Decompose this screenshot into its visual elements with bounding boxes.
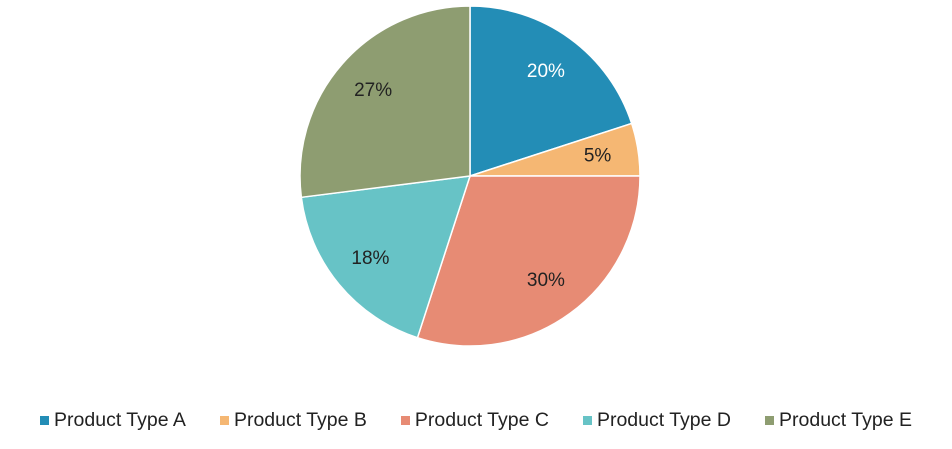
pie-slice-product-type-d — [300, 175, 471, 339]
legend-label: Product Type D — [596, 408, 731, 431]
legend-label: Product Type C — [414, 408, 549, 431]
data-label-product-type-e: 27% — [354, 80, 392, 101]
data-label-product-type-c: 30% — [527, 270, 565, 291]
legend-label: Product Type B — [233, 408, 367, 431]
data-label-product-type-a: 20% — [527, 61, 565, 82]
legend-item-product-type-e: Product Type E — [765, 409, 912, 432]
legend-swatch — [219, 415, 229, 425]
legend-swatch — [400, 415, 410, 425]
legend-label: Product Type A — [54, 408, 186, 431]
legend-item-product-type-b: Product Type B — [219, 408, 367, 432]
legend-item-product-type-a: Product Type A — [40, 409, 186, 432]
data-label-product-type-d: 18% — [351, 248, 389, 269]
legend-swatch — [582, 415, 592, 425]
pie-slice-product-type-c — [416, 175, 641, 347]
chart-legend: Product Type A Product Type B Product Type… — [0, 405, 952, 435]
legend-label: Product Type E — [779, 408, 912, 431]
pie-slice-product-type-a — [469, 5, 633, 177]
legend-item-product-type-d: Product Type D — [582, 408, 731, 432]
legend-swatch — [765, 415, 774, 425]
legend-swatch — [40, 415, 50, 425]
pie-slice-product-type-e — [299, 5, 471, 199]
data-label-product-type-b: 5% — [584, 145, 612, 166]
legend-item-product-type-c: Product Type C — [400, 408, 549, 432]
